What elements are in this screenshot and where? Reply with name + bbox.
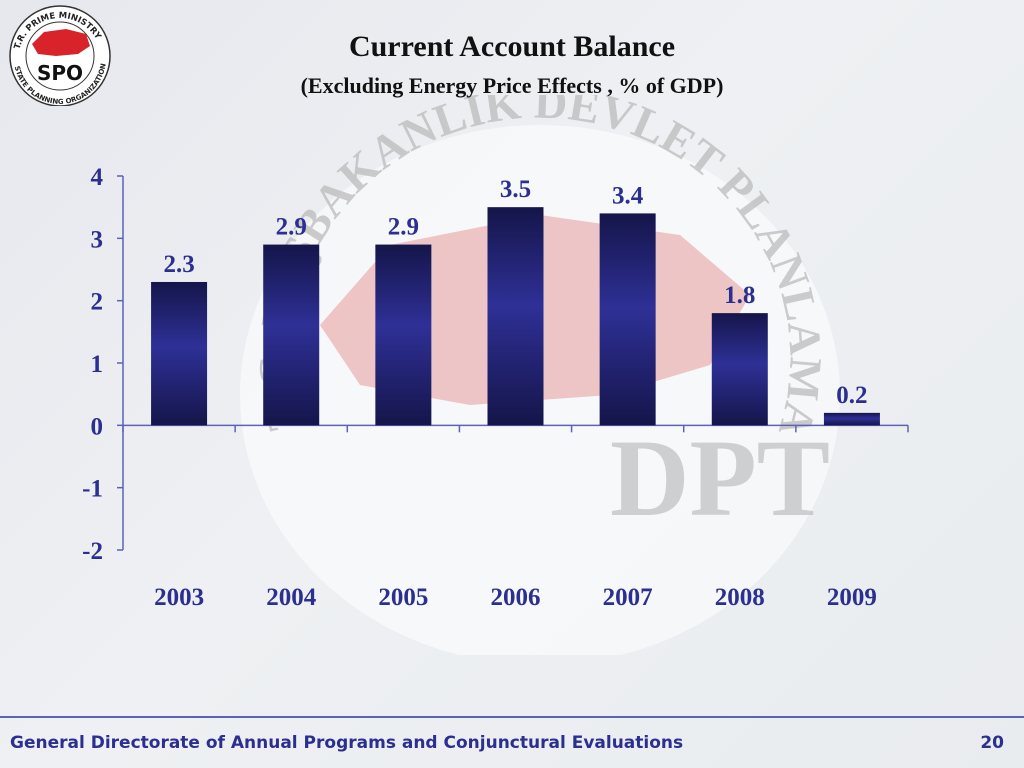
y-tick-label: -1	[82, 476, 103, 503]
y-tick-label: 3	[91, 226, 104, 253]
data-label: 3.5	[500, 176, 531, 203]
x-tick-label: 2007	[603, 584, 653, 611]
logo-abbr: SPO	[37, 61, 83, 85]
data-label: 2.9	[276, 214, 307, 241]
x-tick-label: 2006	[491, 584, 541, 611]
data-label: 2.9	[388, 214, 419, 241]
y-tick-label: 0	[91, 413, 104, 440]
x-tick-label: 2005	[378, 584, 428, 611]
data-label: 3.4	[612, 182, 644, 209]
chart-title: Current Account Balance	[348, 30, 676, 63]
chart-subtitle: (Excluding Energy Price Effects , % of G…	[300, 73, 724, 98]
y-tick-label: 4	[91, 164, 104, 191]
spo-logo: T.R. PRIME MINISTRY STATE PLANNING ORGAN…	[9, 5, 111, 106]
x-tick-label: 2003	[154, 584, 204, 611]
bar	[487, 207, 544, 426]
bar	[263, 244, 320, 426]
bar	[375, 244, 432, 426]
footer-text: General Directorate of Annual Programs a…	[10, 733, 684, 753]
data-label: 1.8	[724, 282, 755, 309]
x-tick-label: 2008	[715, 584, 765, 611]
y-tick-label: 1	[91, 351, 104, 378]
flag-map-icon	[32, 29, 90, 56]
x-tick-label: 2004	[266, 584, 317, 611]
bar	[151, 281, 208, 426]
bar	[711, 313, 768, 426]
bar	[599, 213, 656, 426]
data-label: 2.3	[163, 251, 194, 278]
y-tick-label: 2	[91, 289, 104, 316]
bar	[823, 412, 880, 426]
page-number: 20	[980, 733, 1004, 753]
data-label: 0.2	[836, 382, 867, 409]
footer-divider	[0, 716, 1024, 718]
y-tick-label: -2	[82, 538, 103, 565]
x-tick-label: 2009	[827, 584, 877, 611]
